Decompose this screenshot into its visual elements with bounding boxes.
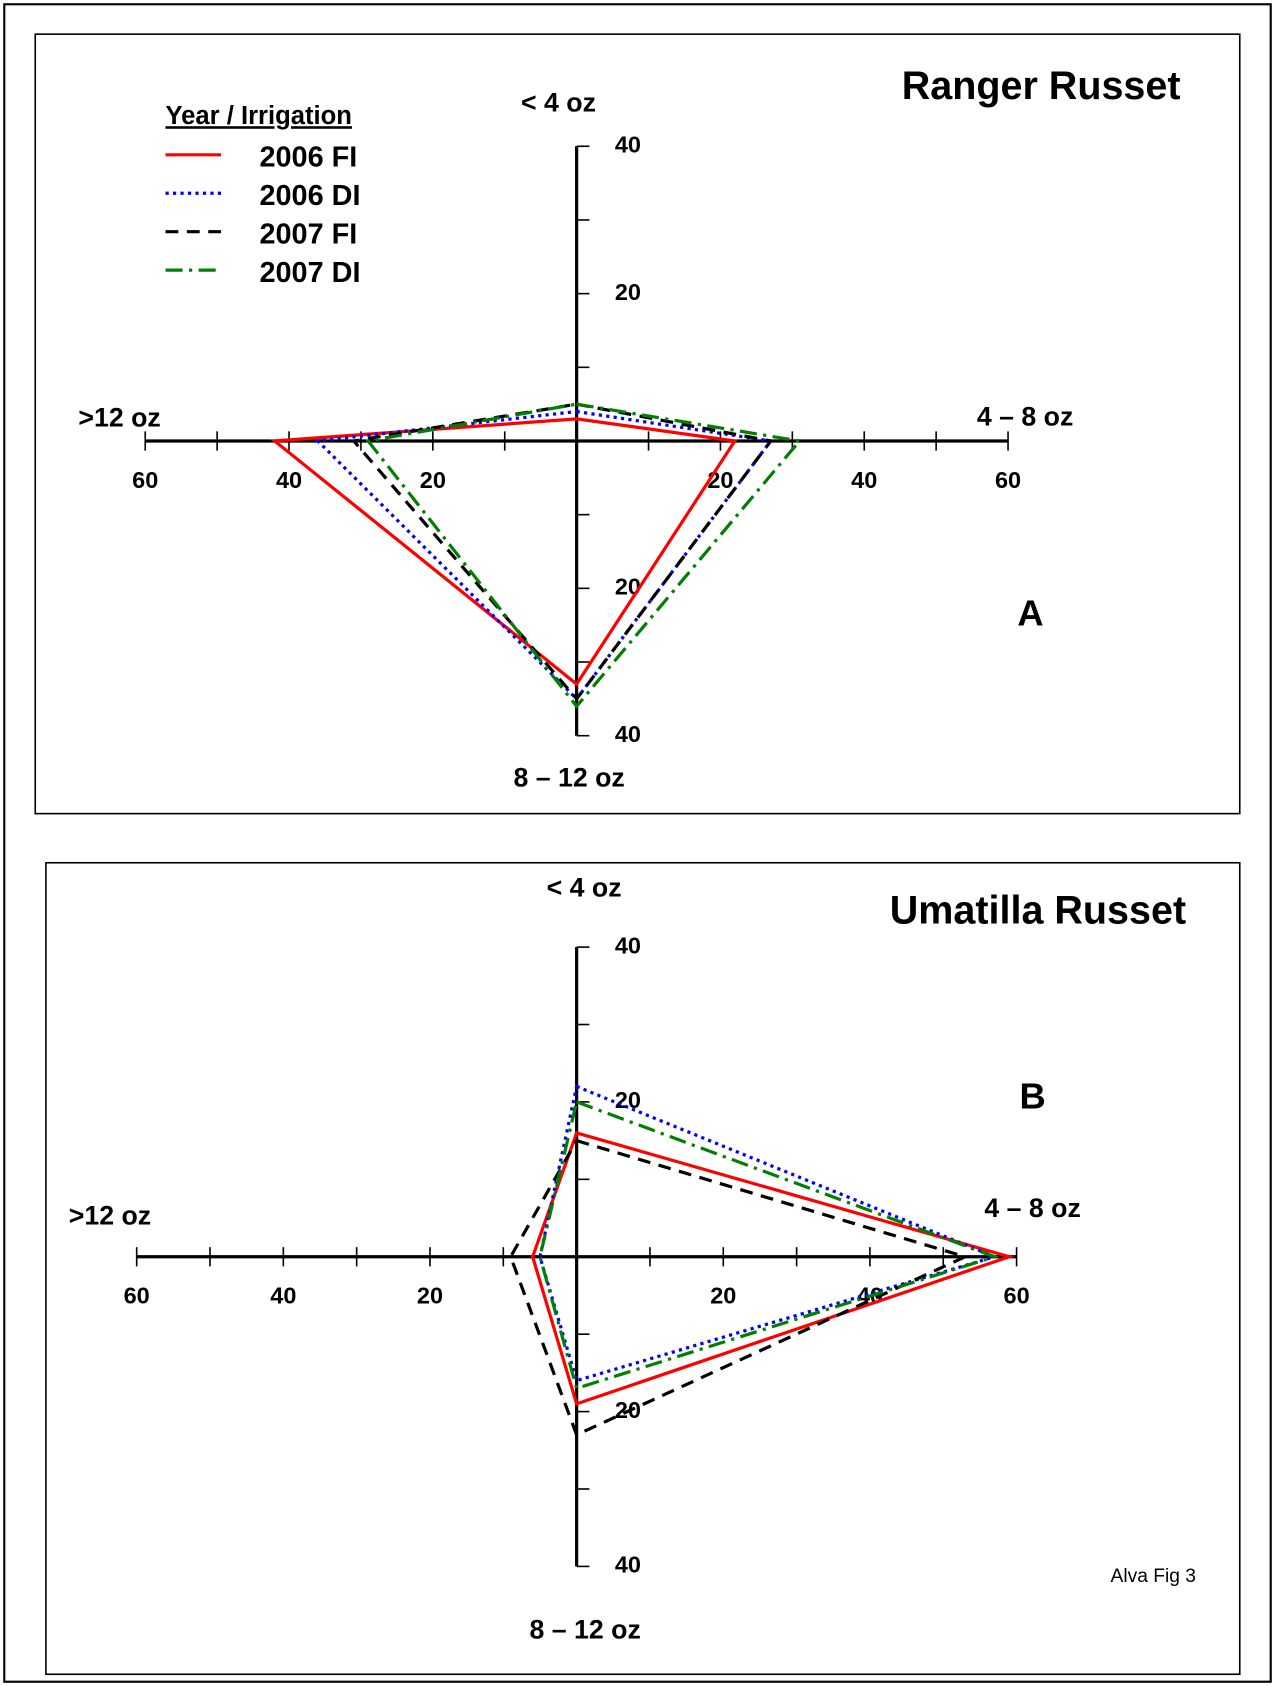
series-polygon [538, 1099, 1000, 1391]
y-tick-label: 40 [615, 1552, 641, 1578]
x-tick-label: 20 [417, 1283, 443, 1309]
axis-category-label: >12 oz [69, 1200, 151, 1230]
legend-label: 2007 DI [259, 257, 360, 289]
x-tick-label: 60 [1004, 1283, 1030, 1309]
x-tick-label: 60 [995, 467, 1021, 493]
series-polygon [538, 1084, 1000, 1383]
panel-frame [45, 861, 1241, 1676]
legend-label: 2006 DI [259, 180, 360, 212]
series-polygon [270, 417, 738, 687]
y-tick-label: 20 [615, 574, 641, 600]
y-tick-label: 20 [615, 279, 641, 305]
y-tick-label: 40 [615, 721, 641, 747]
series-polygon [508, 1138, 970, 1437]
x-tick-label: 40 [276, 467, 302, 493]
axis-category-label: 8 – 12 oz [514, 763, 625, 793]
x-tick-label: 20 [710, 1283, 736, 1309]
x-tick-label: 60 [132, 467, 158, 493]
series-polygon [365, 402, 803, 709]
x-tick-label: 40 [851, 467, 877, 493]
panel-title: Umatilla Russet [890, 888, 1186, 932]
panel-frame [34, 33, 1241, 815]
axis-category-label: >12 oz [78, 403, 160, 433]
x-tick-label: 60 [124, 1283, 150, 1309]
y-tick-label: 40 [615, 131, 641, 157]
panel-label: A [1017, 593, 1043, 634]
y-tick-label: 40 [615, 932, 641, 958]
y-tick-label: 20 [615, 1087, 641, 1113]
legend-title: Year / Irrigation [166, 102, 352, 130]
axis-category-label: < 4 oz [521, 88, 596, 118]
legend-label: 2006 FI [259, 142, 357, 174]
axis-category-label: 8 – 12 oz [530, 1615, 641, 1645]
legend-label: 2007 FI [259, 219, 357, 251]
axis-category-label: 4 – 8 oz [984, 1193, 1080, 1223]
series-polygon [350, 402, 774, 702]
x-tick-label: 40 [270, 1283, 296, 1309]
panel-label: B [1019, 1075, 1045, 1116]
series-polygon [530, 1130, 1015, 1406]
axis-category-label: < 4 oz [547, 872, 622, 902]
footnote: Alva Fig 3 [1111, 1566, 1196, 1587]
panel-title: Ranger Russet [902, 64, 1181, 108]
x-tick-label: 20 [420, 467, 446, 493]
page-border [3, 3, 1272, 1683]
axis-category-label: 4 – 8 oz [977, 402, 1073, 432]
x-tick-label: 20 [707, 467, 733, 493]
